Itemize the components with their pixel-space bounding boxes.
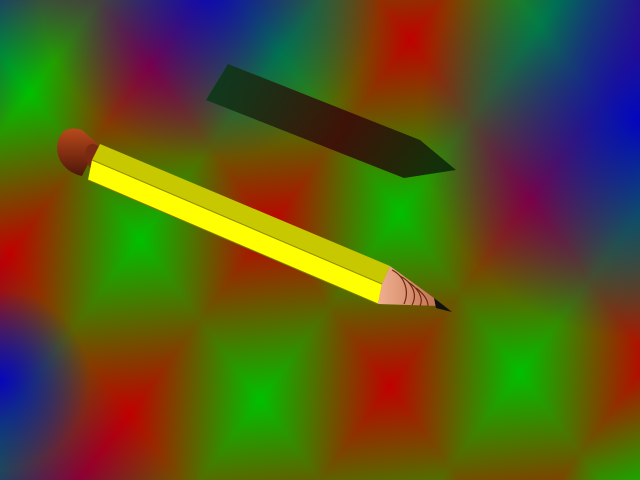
pencil-body-bright-face	[88, 160, 382, 304]
pencil-eraser	[57, 128, 98, 176]
pencil-body-edge	[91, 159, 383, 285]
pencil-wood-grain	[391, 269, 429, 307]
pencil-shadow	[206, 64, 456, 178]
pencil-body-bottom-edge	[87, 179, 379, 305]
pencil	[57, 128, 452, 312]
pencil-body-shaded-face	[92, 144, 390, 284]
pencil-lead	[434, 298, 452, 312]
